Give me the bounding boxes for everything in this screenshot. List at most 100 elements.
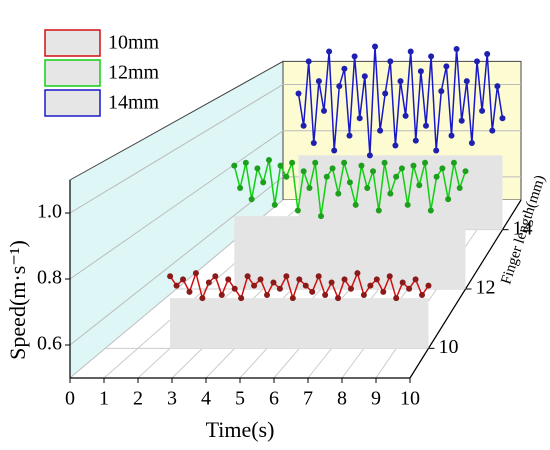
marker	[427, 207, 434, 214]
marker	[404, 201, 411, 208]
marker	[341, 65, 348, 72]
marker	[406, 285, 413, 292]
marker	[393, 173, 400, 180]
marker	[392, 142, 399, 149]
marker	[265, 156, 272, 163]
marker	[463, 78, 470, 85]
marker	[173, 282, 180, 289]
marker	[358, 162, 365, 169]
marker	[422, 159, 429, 166]
legend-label: 14mm	[108, 92, 160, 114]
y-axis-label: Speed(m·s⁻¹)	[5, 240, 30, 360]
marker	[318, 213, 324, 220]
marker	[425, 282, 432, 289]
marker	[237, 185, 244, 192]
marker	[180, 276, 187, 283]
x-tick-label: 8	[337, 388, 347, 410]
marker	[238, 295, 245, 302]
marker	[326, 48, 333, 55]
marker	[312, 159, 319, 166]
marker	[356, 115, 363, 122]
marker	[192, 270, 199, 277]
marker	[341, 159, 348, 166]
marker	[423, 122, 429, 129]
marker	[494, 83, 501, 90]
x-tick-label: 0	[65, 388, 75, 410]
marker	[468, 140, 475, 147]
marker	[257, 276, 264, 283]
marker	[225, 276, 232, 283]
marker	[419, 292, 426, 299]
x-tick-label: 6	[269, 388, 279, 410]
marker	[335, 295, 342, 302]
marker	[244, 273, 251, 280]
marker	[289, 295, 296, 302]
marker	[445, 196, 452, 203]
grid-line	[69, 84, 521, 214]
marker	[300, 168, 307, 175]
x-tick-label: 5	[235, 388, 245, 410]
marker	[380, 288, 387, 295]
marker	[373, 276, 380, 283]
marker	[416, 182, 423, 189]
marker	[242, 159, 249, 166]
marker	[387, 190, 394, 197]
legend-swatch	[44, 59, 101, 87]
marker	[251, 282, 258, 289]
marker	[402, 112, 409, 119]
z-tick-label: 14	[513, 217, 533, 239]
marker	[450, 159, 457, 166]
marker	[393, 295, 400, 302]
z-tick-label: 12	[476, 277, 496, 299]
marker	[479, 107, 486, 114]
marker	[341, 276, 348, 283]
y-tick-label: 0.6	[37, 333, 62, 355]
marker	[364, 185, 371, 192]
legend-swatch	[44, 89, 101, 117]
marker	[205, 279, 212, 286]
legend-swatch	[44, 29, 101, 57]
marker	[397, 78, 404, 85]
y-tick-label: 1.0	[37, 201, 62, 223]
marker	[443, 63, 450, 70]
marker	[323, 173, 330, 180]
marker	[351, 53, 358, 60]
marker	[370, 168, 377, 175]
marker	[270, 279, 277, 286]
marker	[167, 273, 174, 280]
marker	[302, 282, 309, 289]
marker	[295, 90, 302, 97]
x-tick-label: 1	[99, 388, 109, 410]
marker	[310, 140, 317, 147]
marker	[428, 53, 435, 60]
marker	[410, 162, 417, 169]
marker	[377, 127, 384, 134]
series-panel	[234, 216, 466, 289]
marker	[335, 190, 342, 197]
marker	[438, 88, 445, 95]
marker	[352, 201, 359, 208]
marker	[283, 273, 290, 280]
y-tick-label: 0.8	[37, 267, 62, 289]
marker	[305, 58, 312, 65]
marker	[375, 207, 382, 214]
marker	[346, 132, 353, 139]
marker	[260, 179, 267, 186]
marker	[199, 295, 206, 302]
marker	[484, 50, 491, 57]
marker	[499, 115, 506, 122]
marker	[453, 45, 460, 52]
marker	[382, 90, 389, 97]
marker	[289, 159, 296, 166]
marker	[276, 285, 283, 292]
marker	[321, 107, 327, 114]
marker	[439, 165, 446, 172]
marker	[367, 282, 374, 289]
marker	[346, 179, 353, 186]
marker	[354, 270, 361, 277]
marker	[277, 162, 284, 169]
marker	[309, 288, 316, 295]
marker	[231, 285, 238, 292]
marker	[458, 117, 465, 124]
marker	[315, 273, 322, 280]
